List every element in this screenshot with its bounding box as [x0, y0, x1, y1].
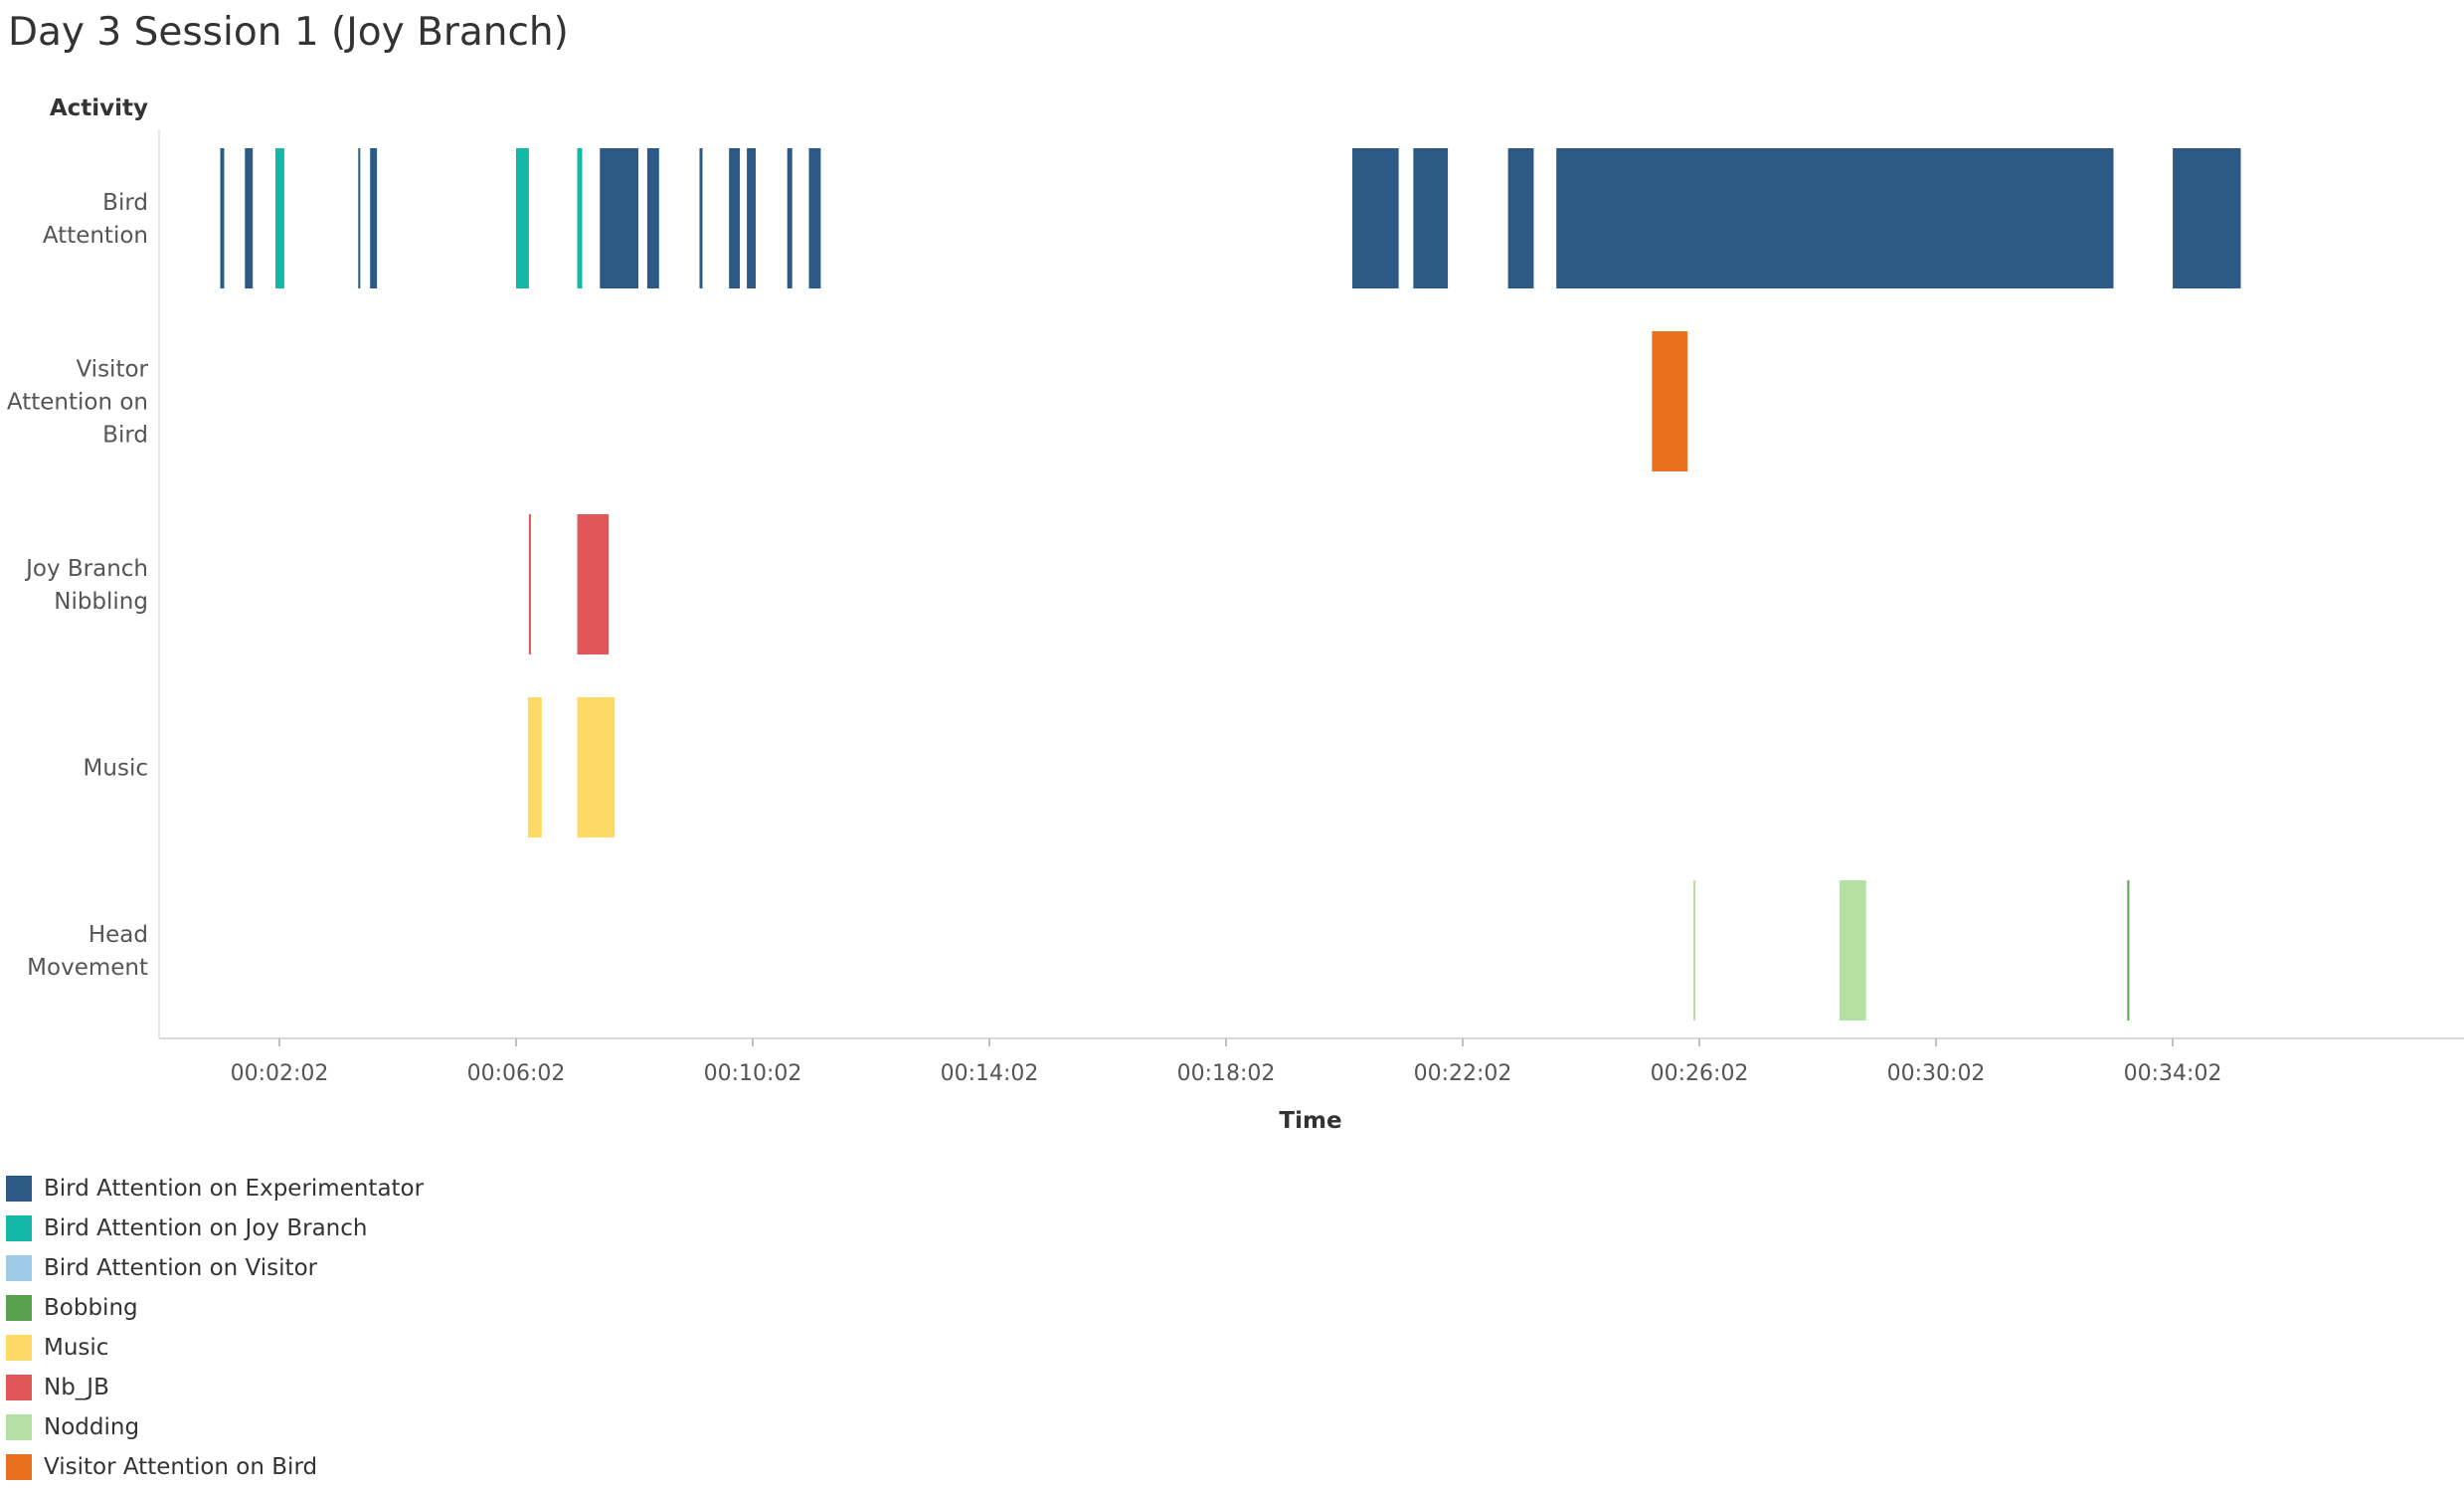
- legend-swatch: [6, 1255, 32, 1281]
- activity-bar[interactable]: [2127, 880, 2130, 1021]
- legend-swatch: [6, 1335, 32, 1361]
- activity-bar[interactable]: [1413, 148, 1449, 288]
- row-label: Bird: [102, 190, 148, 216]
- activity-bar[interactable]: [600, 148, 638, 288]
- activity-bar[interactable]: [577, 697, 616, 837]
- activity-bar[interactable]: [370, 148, 378, 288]
- x-tick-label: 00:18:02: [1177, 1061, 1276, 1086]
- row-label: Movement: [27, 955, 148, 981]
- activity-bar[interactable]: [747, 148, 756, 288]
- x-axis-title: Time: [1279, 1108, 1341, 1134]
- legend-label: Bird Attention on Experimentator: [44, 1176, 425, 1202]
- activity-bar[interactable]: [1352, 148, 1399, 288]
- row-label: Nibbling: [54, 589, 148, 615]
- activity-bar[interactable]: [528, 514, 531, 654]
- activity-bar[interactable]: [220, 148, 225, 288]
- activity-bar[interactable]: [358, 148, 361, 288]
- legend-swatch: [6, 1375, 32, 1400]
- activity-bar[interactable]: [275, 148, 284, 288]
- y-axis-title: Activity: [50, 95, 148, 121]
- activity-bar[interactable]: [577, 148, 583, 288]
- legend-label: Bird Attention on Visitor: [44, 1255, 318, 1281]
- activity-bar[interactable]: [577, 514, 610, 654]
- activity-bar[interactable]: [646, 148, 659, 288]
- legend-label: Visitor Attention on Bird: [44, 1454, 318, 1480]
- legend-swatch: [6, 1295, 32, 1321]
- x-tick-label: 00:22:02: [1414, 1061, 1512, 1086]
- activity-bar[interactable]: [699, 148, 703, 288]
- x-tick-label: 00:06:02: [467, 1061, 566, 1086]
- activity-bar[interactable]: [245, 148, 254, 288]
- x-tick-label: 00:02:02: [231, 1061, 329, 1086]
- gantt-chart: Activity Bird Attention Visitor Attention o…: [7, 95, 2464, 1134]
- activity-bar[interactable]: [527, 697, 542, 837]
- legend-label: Music: [44, 1335, 109, 1361]
- legend-swatch: [6, 1215, 32, 1241]
- chart-title: Day 3 Session 1 (Joy Branch): [8, 10, 569, 55]
- activity-bar[interactable]: [1507, 148, 1534, 288]
- legend-swatch: [6, 1176, 32, 1202]
- bars: [220, 148, 2241, 1021]
- x-tick-label: 00:14:02: [941, 1061, 1039, 1086]
- activity-bar[interactable]: [1556, 148, 2114, 288]
- legend-swatch: [6, 1414, 32, 1440]
- activity-bar[interactable]: [1652, 331, 1688, 471]
- legend-label: Nodding: [44, 1414, 140, 1440]
- x-axis-ticks: 00:02:02 00:06:02 00:10:02 00:14:02 00:18:02…: [231, 1038, 2222, 1086]
- activity-bar[interactable]: [516, 148, 529, 288]
- activity-bar[interactable]: [1839, 880, 1866, 1021]
- legend-label: Nb_JB: [44, 1375, 109, 1400]
- row-label: Bird: [102, 423, 148, 449]
- legend-label: Bird Attention on Joy Branch: [44, 1215, 368, 1241]
- x-tick-label: 00:10:02: [704, 1061, 802, 1086]
- row-label: Attention on: [7, 390, 148, 416]
- row-label: Head: [88, 922, 148, 948]
- row-label: Attention: [43, 223, 148, 249]
- row-label: Music: [84, 756, 148, 782]
- activity-bar[interactable]: [729, 148, 741, 288]
- row-label: Joy Branch: [24, 556, 148, 582]
- row-label: Visitor: [76, 357, 148, 383]
- activity-bar[interactable]: [1693, 880, 1696, 1021]
- legend-swatch: [6, 1454, 32, 1480]
- row-labels: Bird Attention Visitor Attention on Bird Joy …: [7, 190, 149, 981]
- activity-bar[interactable]: [2173, 148, 2241, 288]
- activity-bar[interactable]: [787, 148, 792, 288]
- legend-label: Bobbing: [44, 1295, 138, 1321]
- x-tick-label: 00:26:02: [1651, 1061, 1749, 1086]
- activity-bar[interactable]: [808, 148, 821, 288]
- x-tick-label: 00:34:02: [2124, 1061, 2222, 1086]
- x-tick-label: 00:30:02: [1887, 1061, 1986, 1086]
